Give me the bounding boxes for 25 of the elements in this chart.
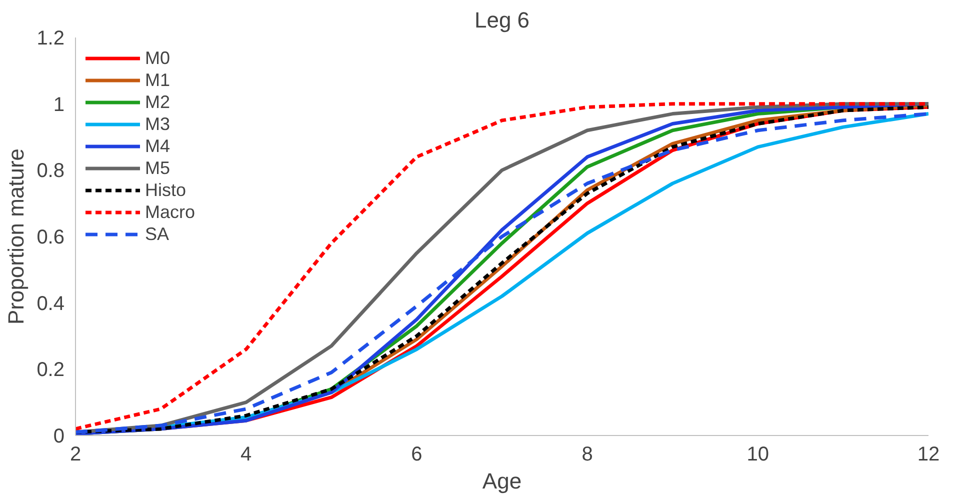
y-tick-label: 1.2 [36,28,65,50]
legend-label: M5 [145,157,170,179]
x-tick-label: 10 [746,444,770,466]
x-tick-label: 6 [411,444,422,466]
chart-title: Leg 6 [474,8,530,32]
y-tick-label: 0.6 [36,226,65,248]
x-tick-label: 8 [582,444,593,466]
x-tick-label: 12 [917,444,940,466]
legend-label: SA [145,223,170,245]
legend-label: M3 [145,113,170,135]
y-axis-title: Proportion mature [4,148,29,325]
y-tick-label: 0.8 [36,160,65,182]
y-tick-label: 0.4 [36,292,65,315]
legend-label: M0 [145,47,170,69]
x-tick-label: 2 [70,444,82,466]
legend-label: M1 [145,69,170,91]
y-tick-label: 1 [53,94,64,116]
legend-label: Macro [145,201,196,223]
x-axis-title: Age [482,468,522,494]
x-tick-label: 4 [240,444,252,466]
legend-label: Histo [145,179,186,201]
legend-label: M2 [145,91,170,113]
y-tick-label: 0 [53,426,64,448]
y-tick-label: 0.2 [36,359,65,382]
legend-label: M4 [145,135,170,157]
